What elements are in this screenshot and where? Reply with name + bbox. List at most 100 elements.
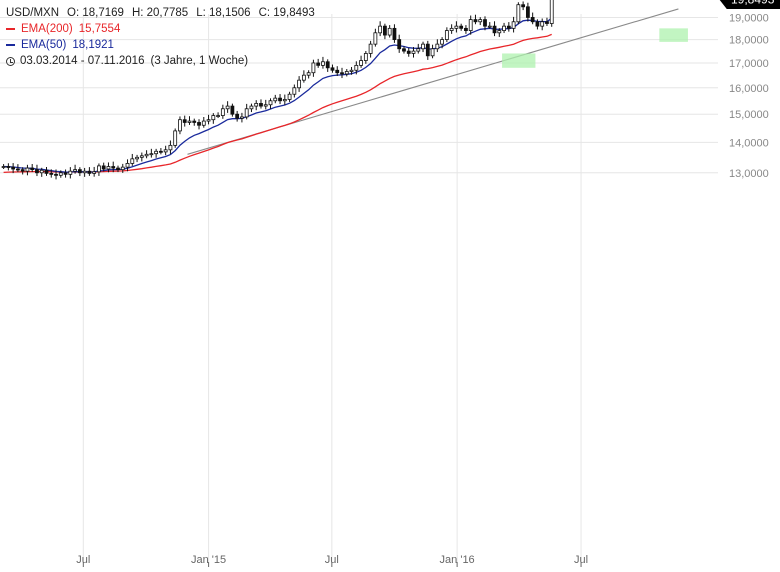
candle <box>130 153 135 166</box>
y-tick-label: 15,0000 <box>729 109 769 121</box>
candle <box>268 98 273 109</box>
candle <box>406 47 411 57</box>
candle <box>478 17 483 26</box>
period-note: (3 Jahre, 1 Woche) <box>150 55 249 67</box>
candle-body <box>406 50 411 54</box>
candle-body <box>39 169 44 174</box>
candles <box>1 0 554 180</box>
x-tick-label: Jul <box>76 554 90 566</box>
candle <box>39 167 44 177</box>
candle <box>535 19 540 30</box>
candle-body <box>282 99 287 102</box>
candle <box>378 21 383 37</box>
candle <box>530 12 535 25</box>
candle <box>297 76 302 92</box>
x-tick-label: Jul <box>574 554 588 566</box>
candle <box>263 99 268 110</box>
high-value: H: 20,7785 <box>131 7 189 19</box>
candle-body <box>444 30 449 40</box>
candle-body <box>168 144 173 151</box>
candle <box>97 163 101 176</box>
candle-body <box>235 113 240 119</box>
candle <box>344 69 349 77</box>
candle-body <box>316 62 321 66</box>
candle-body <box>421 43 425 50</box>
candle-body <box>344 71 349 75</box>
low-value: L: 18,1506 <box>196 7 251 19</box>
candle-body <box>73 169 77 172</box>
candle-body <box>130 158 135 164</box>
candle <box>15 164 20 173</box>
candle <box>101 162 106 172</box>
candle-body <box>163 149 168 153</box>
candle-body <box>464 27 468 31</box>
candle <box>106 162 111 173</box>
candle <box>454 21 459 33</box>
candle <box>30 163 35 173</box>
x-tick-label: Jan '15 <box>191 554 226 566</box>
candle <box>116 165 120 173</box>
candle-body <box>54 173 58 176</box>
y-tick-label: 19,0000 <box>729 12 769 24</box>
legend-ema50: EMA(50) 18,1921 <box>6 37 323 53</box>
candle <box>25 164 30 176</box>
candle <box>497 28 502 37</box>
candle <box>282 94 287 105</box>
candle <box>440 37 444 49</box>
candle <box>335 66 340 76</box>
close-value: C: 19,8493 <box>258 7 315 19</box>
candle <box>459 23 464 31</box>
candle <box>173 128 178 148</box>
candle-body <box>201 120 206 126</box>
candle <box>82 167 87 177</box>
candle <box>187 116 192 125</box>
candle-body <box>454 25 459 29</box>
candle <box>411 47 416 58</box>
candle <box>192 118 197 126</box>
candle-body <box>254 103 259 107</box>
candle <box>449 24 454 34</box>
candle <box>235 110 240 122</box>
ema50-value: 18,1921 <box>72 39 114 51</box>
candle-body <box>25 167 30 172</box>
candle <box>278 94 282 105</box>
candle-body <box>549 0 554 24</box>
candle <box>144 150 149 159</box>
candle-body <box>249 105 254 110</box>
candle-body <box>244 108 249 118</box>
candle-body <box>144 153 149 157</box>
candle-body <box>197 122 201 126</box>
candle <box>240 112 244 123</box>
candle-body <box>416 48 421 52</box>
candle <box>44 166 49 176</box>
open-value: O: 18,7169 <box>67 7 124 19</box>
candle-body <box>397 39 402 50</box>
candle <box>163 145 168 156</box>
candle <box>230 103 235 117</box>
candle-body <box>349 69 354 72</box>
candle <box>63 169 68 178</box>
y-tick-label: 14,0000 <box>729 137 769 149</box>
candle <box>168 140 173 154</box>
candle-body <box>483 19 487 27</box>
candle <box>425 40 430 60</box>
candle-body <box>435 43 440 50</box>
candle-body <box>525 6 530 18</box>
candle <box>349 66 354 75</box>
candle-body <box>173 130 178 146</box>
candle <box>325 59 330 72</box>
candle <box>20 167 25 175</box>
candle <box>311 59 316 77</box>
candle-body <box>116 167 120 171</box>
highlight-box <box>659 28 688 42</box>
candle <box>402 46 406 54</box>
candle <box>68 167 73 179</box>
candle <box>321 56 325 69</box>
y-tick-label: 18,0000 <box>729 35 769 47</box>
candle <box>306 70 311 79</box>
candle <box>368 40 373 58</box>
candle-body <box>430 48 435 57</box>
candle-body <box>259 103 263 107</box>
candle <box>11 163 16 174</box>
ohlc-row: USD/MXN O: 18,7169 H: 20,7785 L: 18,1506… <box>6 5 323 21</box>
